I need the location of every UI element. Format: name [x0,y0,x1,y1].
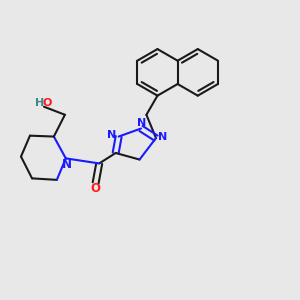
Text: N: N [158,132,167,142]
Text: H: H [35,98,44,108]
Text: O: O [91,182,101,195]
Text: N: N [62,158,72,171]
Text: O: O [42,98,52,108]
Text: N: N [137,118,146,128]
Text: N: N [107,130,117,140]
